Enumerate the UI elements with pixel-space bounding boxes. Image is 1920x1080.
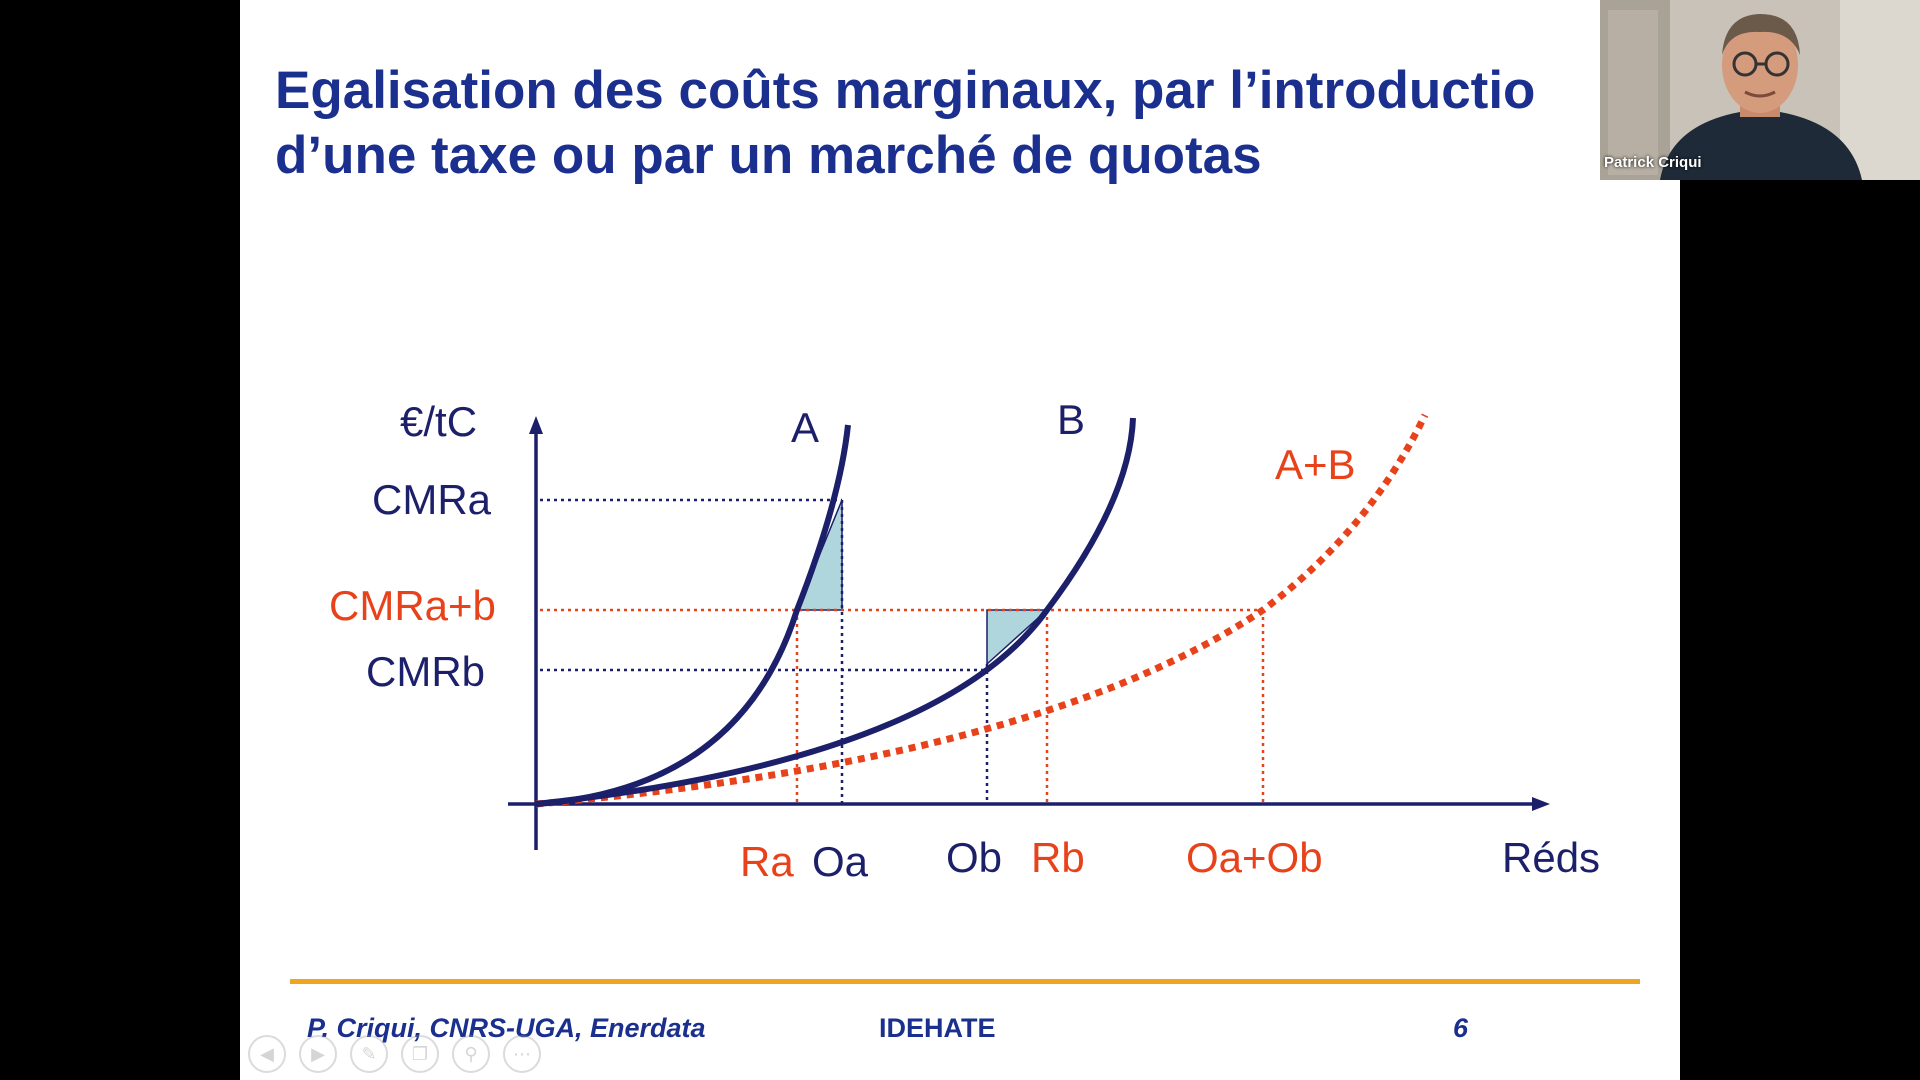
- slide-title: Egalisation des coûts marginaux, par l’i…: [275, 58, 1675, 188]
- zoom-icon[interactable]: ⚲: [452, 1035, 490, 1073]
- ra-label: Ra: [740, 838, 794, 885]
- video-background-wall: [1840, 0, 1920, 180]
- slide-navigation: ◀ ▶ ✎ ❐ ⚲ ⋯: [248, 1035, 541, 1073]
- page-number: 6: [1453, 1013, 1469, 1043]
- cmra-label: CMRa: [372, 476, 492, 523]
- curve-a-label: A: [791, 404, 819, 451]
- participant-name: Patrick Criqui: [1604, 154, 1702, 171]
- footer-rule: [290, 979, 1640, 984]
- back-icon[interactable]: ◀: [248, 1035, 286, 1073]
- video-background-panel: [1608, 10, 1658, 175]
- forward-icon[interactable]: ▶: [299, 1035, 337, 1073]
- curve-b-label: B: [1057, 396, 1085, 443]
- marginal-cost-diagram: €/tC A B A+B CMRa CMRa+b CMRb Réds Ra Oa…: [329, 396, 1600, 885]
- footer-event: IDEHATE: [879, 1013, 996, 1043]
- oa-label: Oa: [812, 838, 869, 885]
- rb-label: Rb: [1031, 834, 1085, 881]
- more-icon[interactable]: ⋯: [503, 1035, 541, 1073]
- curve-a+b-label: A+B: [1275, 441, 1356, 488]
- curve-a+b: [535, 413, 1429, 808]
- guide-lines: [540, 498, 1265, 804]
- curve-a: [535, 424, 851, 807]
- x-axis-label: Réds: [1502, 834, 1600, 881]
- presentation-slide: Egalisation des coûts marginaux, par l’i…: [240, 0, 1680, 1080]
- participant-video[interactable]: Patrick Criqui: [1600, 0, 1920, 180]
- slide-title-line1: Egalisation des coûts marginaux, par l’i…: [275, 61, 1536, 120]
- slides-icon[interactable]: ❐: [401, 1035, 439, 1073]
- participant-silhouette: [1660, 14, 1862, 180]
- y-axis-label: €/tC: [400, 398, 477, 445]
- cmrb-label: CMRb: [366, 648, 485, 695]
- slide-title-line2: d’une taxe ou par un marché de quotas: [275, 126, 1262, 185]
- axes: [508, 416, 1550, 850]
- ob-label: Ob: [946, 834, 1002, 881]
- cmrab-label: CMRa+b: [329, 582, 496, 629]
- pen-icon[interactable]: ✎: [350, 1035, 388, 1073]
- curve-b: [535, 417, 1136, 807]
- oaob-label: Oa+Ob: [1186, 834, 1323, 881]
